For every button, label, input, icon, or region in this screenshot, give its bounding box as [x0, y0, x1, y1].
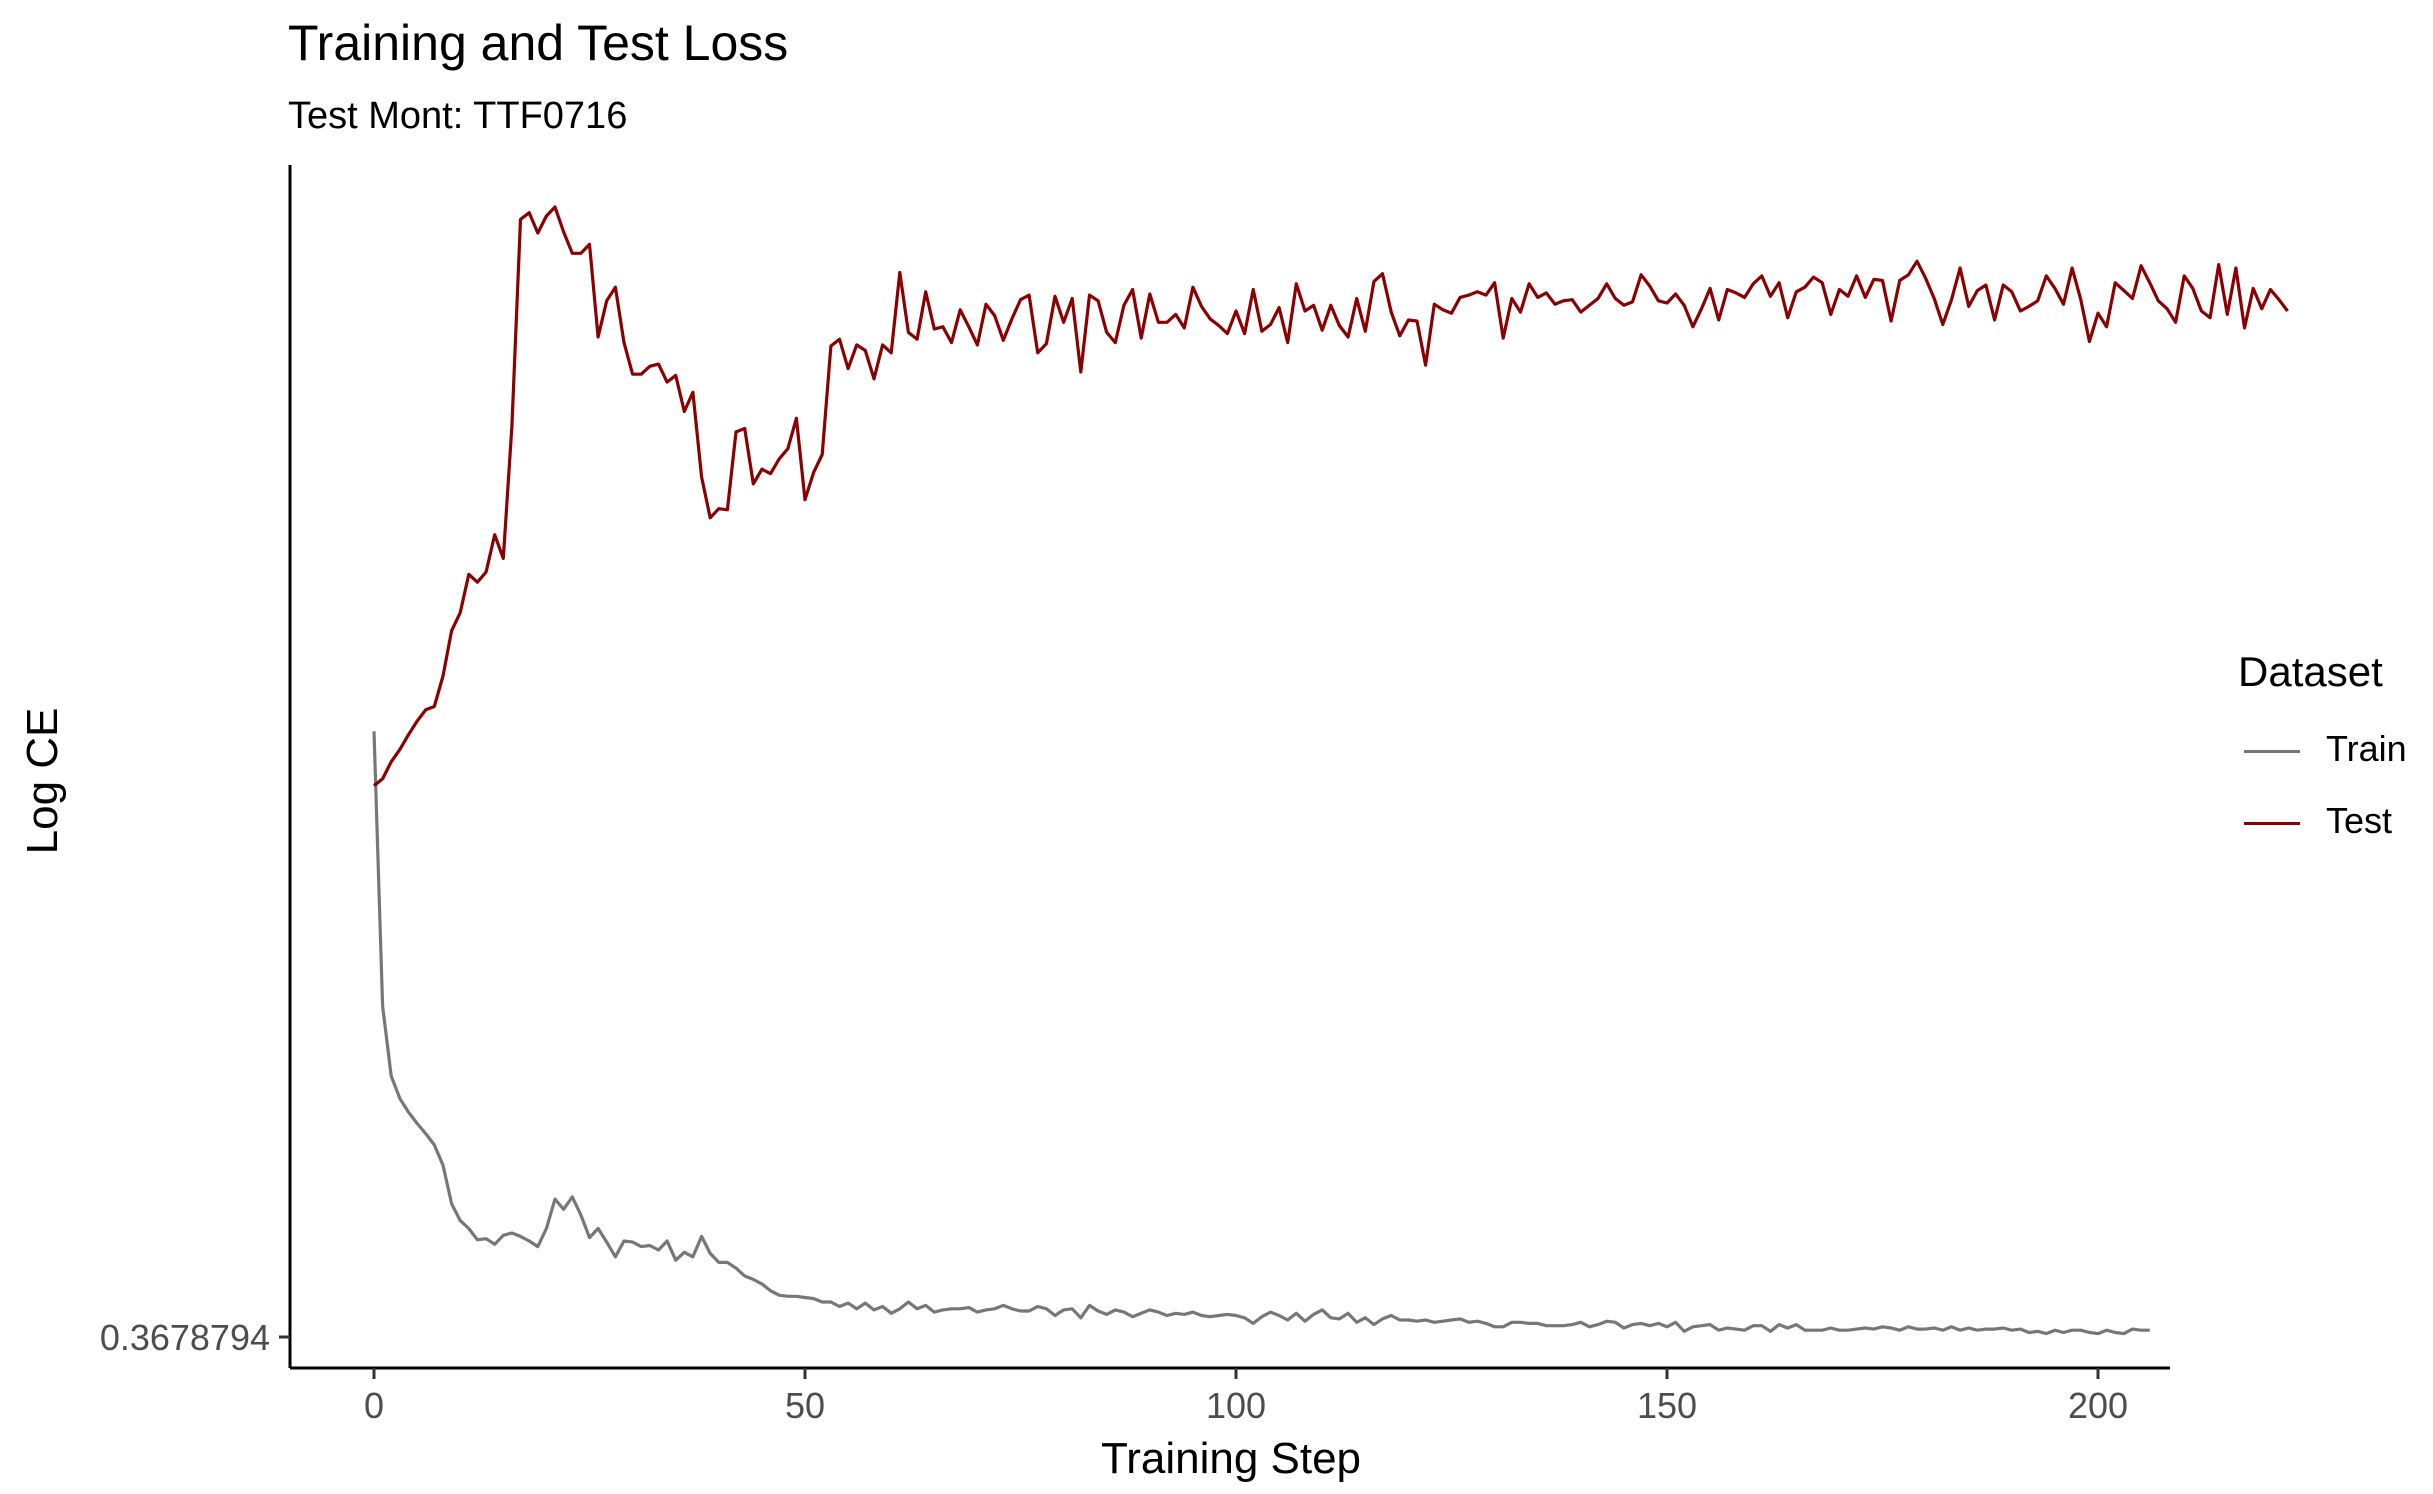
series-line-train [372, 731, 2150, 1336]
y-tick-label: 0.3678794 [100, 1317, 270, 1358]
legend-item-train: Train [2238, 716, 2407, 788]
x-axis-label: Training Step [1101, 1434, 1361, 1483]
legend-item-test: Test [2238, 788, 2392, 860]
legend-label-train: Train [2326, 728, 2407, 769]
legend-title: Dataset [2238, 648, 2383, 695]
legend: Dataset Train Test [2238, 648, 2407, 860]
x-tick-label: 100 [1206, 1385, 1266, 1426]
x-tick-label: 150 [1637, 1385, 1697, 1426]
y-axis-label: Log CE [18, 708, 67, 855]
axes [288, 165, 2170, 1370]
legend-key-train [2244, 750, 2300, 753]
chart-title: Training and Test Loss [288, 15, 789, 71]
x-tick-label: 0 [364, 1385, 384, 1426]
ticks: 0 50 100 150 200 0.3678794 [100, 1317, 2128, 1426]
legend-label-test: Test [2326, 800, 2393, 841]
legend-key-test [2244, 822, 2300, 825]
series-lines [372, 205, 2289, 1336]
series-line-test [373, 205, 2289, 787]
x-tick-label: 50 [785, 1385, 825, 1426]
chart-subtitle: Test Mont: TTF0716 [288, 95, 628, 137]
x-tick-label: 200 [2068, 1385, 2128, 1426]
